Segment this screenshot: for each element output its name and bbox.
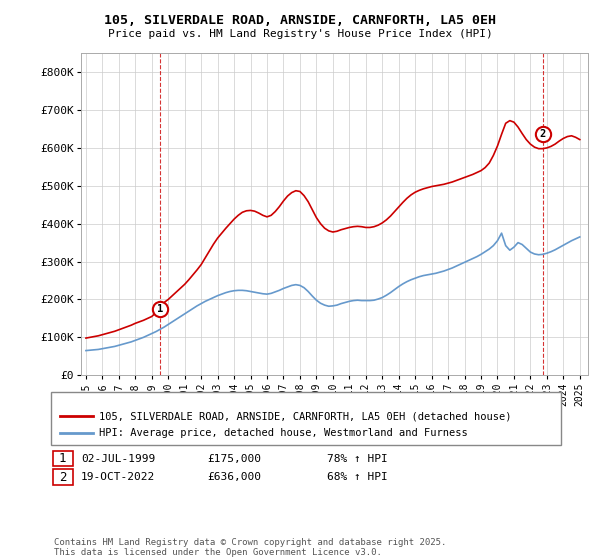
Text: 2: 2 — [539, 129, 546, 139]
Text: Price paid vs. HM Land Registry's House Price Index (HPI): Price paid vs. HM Land Registry's House … — [107, 29, 493, 39]
Text: 19-OCT-2022: 19-OCT-2022 — [81, 472, 155, 482]
Text: £175,000: £175,000 — [207, 454, 261, 464]
Text: £636,000: £636,000 — [207, 472, 261, 482]
Text: 105, SILVERDALE ROAD, ARNSIDE, CARNFORTH, LA5 0EH (detached house): 105, SILVERDALE ROAD, ARNSIDE, CARNFORTH… — [99, 411, 511, 421]
Text: 68% ↑ HPI: 68% ↑ HPI — [327, 472, 388, 482]
Text: 2: 2 — [59, 470, 67, 484]
Text: 78% ↑ HPI: 78% ↑ HPI — [327, 454, 388, 464]
Text: 1: 1 — [59, 452, 67, 465]
Text: Contains HM Land Registry data © Crown copyright and database right 2025.
This d: Contains HM Land Registry data © Crown c… — [54, 538, 446, 557]
Text: 1: 1 — [157, 304, 163, 314]
Text: 02-JUL-1999: 02-JUL-1999 — [81, 454, 155, 464]
Text: 105, SILVERDALE ROAD, ARNSIDE, CARNFORTH, LA5 0EH: 105, SILVERDALE ROAD, ARNSIDE, CARNFORTH… — [104, 14, 496, 27]
Text: HPI: Average price, detached house, Westmorland and Furness: HPI: Average price, detached house, West… — [99, 428, 468, 438]
